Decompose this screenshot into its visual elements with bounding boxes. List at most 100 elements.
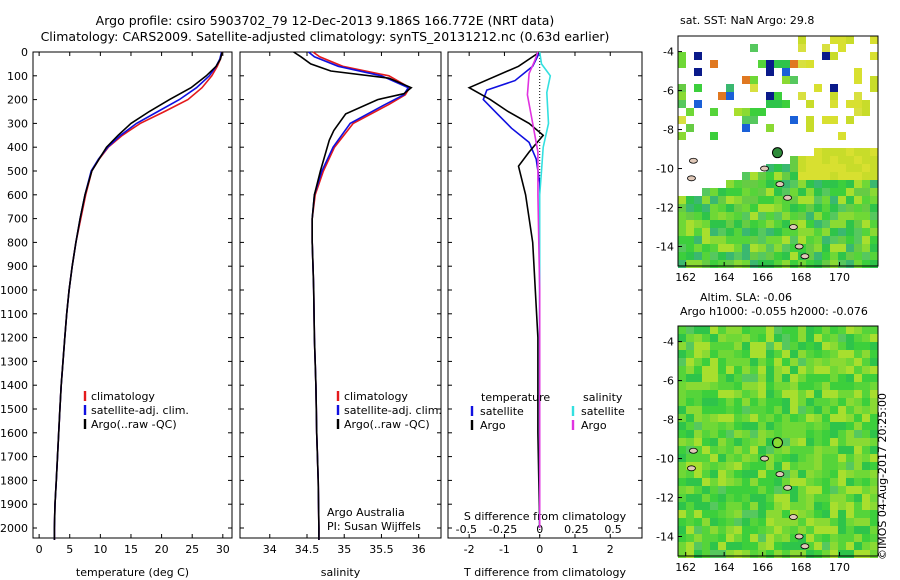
annotation-text: Argo Australia — [327, 506, 405, 519]
legend-header-temperature: temperature — [481, 391, 550, 404]
map-y-tick-label: -10 — [656, 163, 674, 176]
island — [775, 471, 785, 478]
s-tick-label: 0.5 — [604, 523, 622, 536]
depth-tick-label: 500 — [7, 165, 28, 178]
s-tick-label: -0.5 — [456, 523, 477, 536]
island — [788, 514, 798, 520]
x-tick-label: 36 — [412, 543, 426, 556]
map-y-tick-label: -4 — [663, 336, 674, 349]
annotation-text: PI: Susan Wijffels — [327, 520, 421, 533]
map-y-tick-label: -12 — [656, 202, 674, 215]
x-axis-label: salinity — [321, 566, 361, 579]
sst-map-title: sat. SST: NaN Argo: 29.8 — [680, 14, 815, 27]
x-tick-label: 0 — [536, 543, 543, 556]
island — [800, 543, 810, 550]
depth-tick-label: 800 — [7, 236, 28, 249]
map-y-tick-label: -8 — [663, 124, 674, 137]
plot-frame-temperature — [32, 51, 233, 539]
island — [688, 447, 698, 454]
x-axis-label: temperature (deg C) — [76, 566, 189, 579]
legend-header-salinity: salinity — [583, 391, 623, 404]
x-tick-label: 35.5 — [369, 543, 394, 556]
imos-credit: ©IMOS 04-Aug-2017 20:25:00 — [876, 393, 889, 560]
map-y-tick-label: -14 — [656, 241, 674, 254]
x-tick-label: 30 — [216, 543, 230, 556]
island — [688, 157, 698, 164]
legend-label: satellite — [581, 405, 625, 418]
depth-tick-label: 300 — [7, 117, 28, 130]
legend-label: climatology — [344, 390, 408, 403]
depth-tick-label: 1500 — [0, 403, 28, 416]
depth-tick-label: 1000 — [0, 284, 28, 297]
legend-label: Argo(..raw -QC) — [344, 418, 430, 431]
series-line-salinity-2 — [293, 51, 413, 540]
depth-tick-label: 1800 — [0, 474, 28, 487]
x-axis-label: T difference from climatology — [463, 566, 626, 579]
depth-tick-label: 700 — [7, 213, 28, 226]
series-line-temperature-0 — [53, 51, 223, 540]
chart-subtitle: Climatology: CARS2009. Satellite-adjuste… — [40, 29, 610, 44]
map-y-tick-label: -14 — [656, 531, 674, 544]
map-x-tick-label: 162 — [675, 561, 696, 574]
plot-frame-salinity — [239, 51, 442, 539]
depth-tick-label: 1900 — [0, 498, 28, 511]
x-tick-label: 34 — [263, 543, 277, 556]
x-tick-label: 1 — [571, 543, 578, 556]
depth-tick-label: 1200 — [0, 332, 28, 345]
x-tick-label: 10 — [93, 543, 107, 556]
legend-label: Argo — [480, 419, 506, 432]
map-frame — [677, 325, 879, 557]
argo-float-marker — [771, 437, 783, 449]
legend-label: climatology — [91, 390, 155, 403]
depth-tick-label: 2000 — [0, 522, 28, 535]
map-y-tick-label: -4 — [663, 46, 674, 59]
legend-label: Argo — [581, 419, 607, 432]
island — [788, 224, 798, 230]
legend-label: satellite-adj. clim. — [344, 404, 442, 417]
x-tick-label: -2 — [464, 543, 475, 556]
plot-frame-difference — [447, 51, 643, 539]
map-y-tick-label: -12 — [656, 492, 674, 505]
s-axis-label: S difference from climatology — [464, 510, 627, 523]
map-y-tick-label: -6 — [663, 375, 674, 388]
map-y-tick-label: -10 — [656, 453, 674, 466]
map-x-tick-label: 166 — [752, 271, 773, 284]
sla-map-title-2: Argo h1000: -0.055 h2000: -0.076 — [680, 305, 868, 318]
depth-tick-label: 1700 — [0, 451, 28, 464]
series-line-difference-2 — [538, 51, 552, 528]
x-tick-label: 34.5 — [295, 543, 320, 556]
depth-tick-label: 1100 — [0, 308, 28, 321]
map-x-tick-label: 164 — [714, 271, 735, 284]
map-x-tick-label: 162 — [675, 271, 696, 284]
map-y-tick-label: -6 — [663, 85, 674, 98]
depth-tick-label: 400 — [7, 141, 28, 154]
x-tick-label: -1 — [499, 543, 510, 556]
island — [783, 194, 793, 201]
chart-title: Argo profile: csiro 5903702_79 12-Dec-20… — [95, 13, 555, 28]
depth-tick-label: 1300 — [0, 355, 28, 368]
x-tick-label: 5 — [66, 543, 73, 556]
series-line-salinity-1 — [307, 51, 410, 540]
depth-tick-label: 200 — [7, 94, 28, 107]
argo-float-marker — [771, 147, 783, 159]
s-tick-label: 0 — [536, 523, 543, 536]
s-tick-label: -0.25 — [489, 523, 517, 536]
series-line-difference-0 — [482, 51, 541, 528]
depth-tick-label: 900 — [7, 260, 28, 273]
legend-label: satellite-adj. clim. — [91, 404, 189, 417]
legend-label: Argo(..raw -QC) — [91, 418, 177, 431]
map-y-tick-label: -8 — [663, 414, 674, 427]
series-line-temperature-2 — [53, 51, 223, 540]
depth-tick-label: 100 — [7, 70, 28, 83]
map-x-tick-label: 168 — [791, 271, 812, 284]
map-x-tick-label: 166 — [752, 561, 773, 574]
island — [794, 533, 804, 540]
map-x-tick-label: 170 — [829, 561, 850, 574]
map-x-tick-label: 164 — [714, 561, 735, 574]
depth-tick-label: 600 — [7, 189, 28, 202]
depth-tick-label: 1600 — [0, 427, 28, 440]
island — [775, 181, 785, 188]
s-tick-label: 0.25 — [564, 523, 589, 536]
x-tick-label: 35 — [337, 543, 351, 556]
